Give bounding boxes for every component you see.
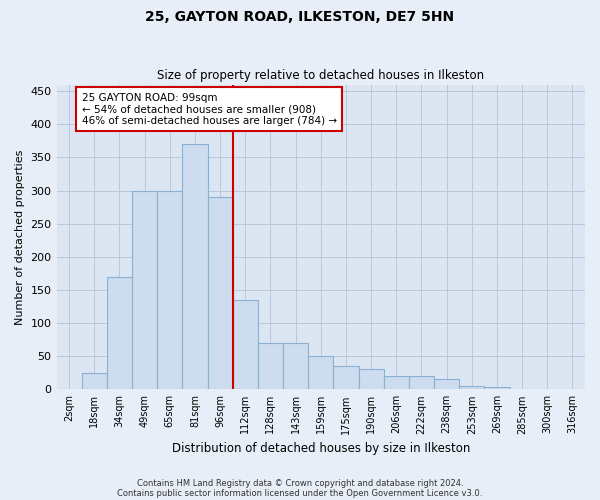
Text: Contains public sector information licensed under the Open Government Licence v3: Contains public sector information licen…	[118, 488, 482, 498]
Bar	[383, 376, 409, 390]
Bar	[233, 300, 258, 390]
Bar	[359, 370, 383, 390]
Bar	[560, 388, 585, 390]
Bar	[409, 376, 434, 390]
Bar	[258, 343, 283, 390]
Bar	[434, 380, 459, 390]
Text: Contains HM Land Registry data © Crown copyright and database right 2024.: Contains HM Land Registry data © Crown c…	[137, 478, 463, 488]
Bar	[535, 388, 560, 390]
Title: Size of property relative to detached houses in Ilkeston: Size of property relative to detached ho…	[157, 69, 484, 82]
X-axis label: Distribution of detached houses by size in Ilkeston: Distribution of detached houses by size …	[172, 442, 470, 455]
Bar	[484, 388, 509, 390]
Y-axis label: Number of detached properties: Number of detached properties	[15, 149, 25, 324]
Bar	[157, 190, 182, 390]
Bar	[334, 366, 359, 390]
Bar	[308, 356, 334, 390]
Bar	[132, 190, 157, 390]
Text: 25, GAYTON ROAD, ILKESTON, DE7 5HN: 25, GAYTON ROAD, ILKESTON, DE7 5HN	[145, 10, 455, 24]
Bar	[82, 372, 107, 390]
Bar	[509, 388, 535, 390]
Text: 25 GAYTON ROAD: 99sqm
← 54% of detached houses are smaller (908)
46% of semi-det: 25 GAYTON ROAD: 99sqm ← 54% of detached …	[82, 92, 337, 126]
Bar	[283, 343, 308, 390]
Bar	[56, 388, 82, 390]
Bar	[107, 276, 132, 390]
Bar	[182, 144, 208, 390]
Bar	[459, 386, 484, 390]
Bar	[208, 197, 233, 390]
